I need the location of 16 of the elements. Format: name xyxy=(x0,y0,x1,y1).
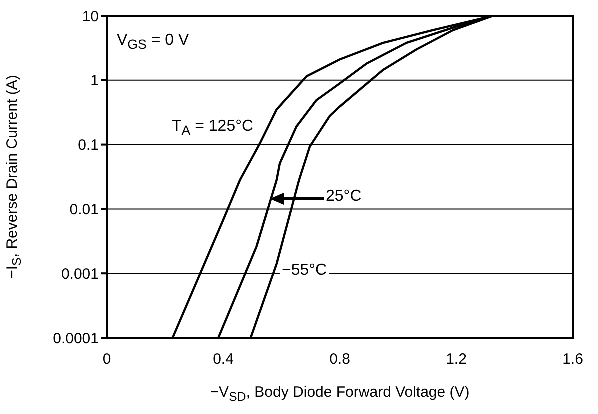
x-tick-label: 0 xyxy=(102,351,112,368)
annotation: V$_{GS}$ = 0 V xyxy=(111,30,196,54)
series-label: T$_{A}$ = 125°C xyxy=(170,118,256,138)
x-tick-label: 0.8 xyxy=(330,351,350,368)
x-tick-label: 1.2 xyxy=(446,351,467,368)
legend-label: 25°C xyxy=(324,188,364,206)
y-tick-label: 1 xyxy=(90,72,99,90)
y-tick-label: 10 xyxy=(82,8,99,26)
y-tick-label: 0.001 xyxy=(61,266,99,283)
x-axis-title: −V$_{SD}$, Body Diode Forward Voltage (V) xyxy=(209,384,471,404)
y-tick-label: 0.01 xyxy=(70,202,99,219)
y-tick-label: 0.1 xyxy=(78,137,99,154)
x-tick-label: 0.4 xyxy=(213,351,234,368)
x-tick-label: 1.6 xyxy=(562,351,584,368)
y-tick-label: 0.0001 xyxy=(53,330,99,348)
series-label: −55°C xyxy=(280,262,330,280)
